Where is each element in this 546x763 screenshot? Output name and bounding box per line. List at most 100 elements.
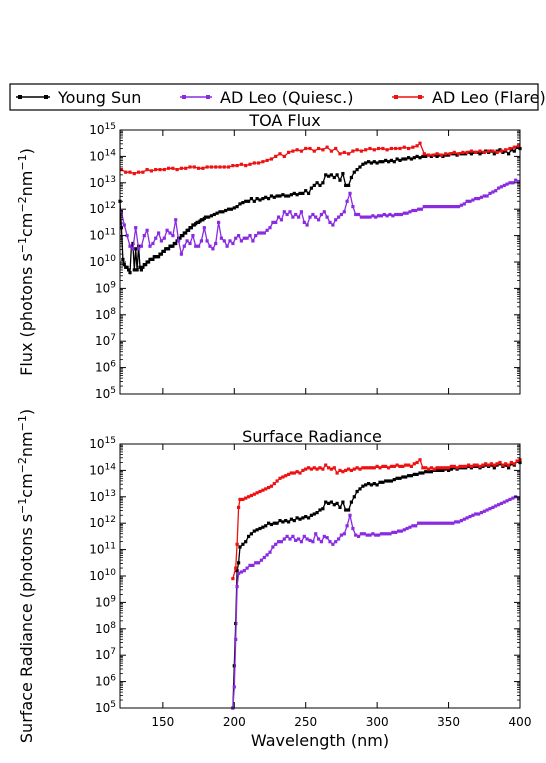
data-point-young-sun [292, 519, 296, 523]
legend-frame [9, 83, 539, 111]
panel-title-toa-flux: TOA Flux [248, 111, 320, 130]
data-point-ad-leo-quiesc [331, 542, 335, 546]
data-point-ad-leo-quiesc [474, 512, 478, 516]
data-point-ad-leo-quiesc [299, 210, 303, 214]
data-point-ad-leo-flare [457, 152, 461, 156]
data-point-ad-leo-quiesc [191, 234, 195, 238]
y-tick-label: 109 [95, 594, 116, 609]
legend-label-ad-leo-quiesc: AD Leo (Quiesc.) [220, 88, 353, 107]
x-tick-label: 250 [294, 715, 317, 729]
y-tick-label: 1014 [89, 462, 116, 477]
data-point-ad-leo-flare [372, 466, 376, 470]
data-point-ad-leo-flare [171, 166, 175, 170]
data-point-young-sun [298, 191, 302, 195]
data-point-ad-leo-flare [427, 467, 431, 471]
data-point-young-sun [364, 161, 368, 165]
plot-area-surface-radiance [231, 458, 522, 710]
data-point-ad-leo-flare [179, 166, 183, 170]
data-point-ad-leo-quiesc [222, 239, 226, 243]
data-point-ad-leo-flare [385, 148, 389, 152]
data-point-young-sun [375, 483, 379, 487]
panel-surface-radiance: Surface Radiance 105 106 107 108 109 1010 1011… [16, 409, 532, 743]
data-point-ad-leo-quiesc [405, 526, 409, 531]
data-point-ad-leo-quiesc [402, 528, 406, 532]
data-point-young-sun [318, 183, 322, 187]
data-point-young-sun [369, 483, 373, 487]
data-point-ad-leo-flare [368, 146, 372, 151]
data-point-ad-leo-flare [244, 164, 248, 168]
data-point-ad-leo-quiesc [405, 211, 409, 215]
data-point-ad-leo-quiesc [434, 521, 438, 525]
data-point-young-sun [215, 211, 219, 215]
data-point-ad-leo-quiesc [379, 532, 383, 536]
data-point-young-sun [241, 201, 245, 205]
data-point-ad-leo-quiesc [277, 215, 281, 219]
data-point-ad-leo-flare [318, 466, 322, 470]
data-point-ad-leo-quiesc [254, 234, 258, 238]
data-point-ad-leo-quiesc [471, 513, 475, 517]
data-point-young-sun [321, 181, 325, 185]
data-point-ad-leo-quiesc [402, 211, 406, 215]
data-point-ad-leo-quiesc [188, 241, 192, 246]
data-point-young-sun [125, 265, 129, 269]
data-point-ad-leo-flare [278, 152, 282, 156]
data-point-ad-leo-flare [158, 168, 162, 172]
data-point-ad-leo-quiesc [251, 239, 255, 243]
data-point-young-sun [132, 268, 136, 272]
data-point-ad-leo-quiesc [497, 186, 501, 190]
data-point-ad-leo-quiesc [385, 214, 389, 218]
data-point-young-sun [349, 500, 353, 504]
data-point-young-sun [272, 521, 276, 525]
data-point-ad-leo-flare [332, 466, 336, 470]
data-point-ad-leo-quiesc [371, 214, 375, 218]
data-point-ad-leo-quiesc [337, 537, 341, 541]
data-point-young-sun [349, 175, 353, 180]
data-point-ad-leo-flare [341, 470, 345, 474]
data-point-young-sun [272, 195, 276, 199]
data-point-young-sun [281, 520, 285, 524]
data-point-young-sun [249, 532, 253, 536]
y-tick-label: 106 [95, 360, 116, 375]
data-point-ad-leo-quiesc [205, 239, 209, 243]
data-point-ad-leo-quiesc [219, 236, 223, 240]
data-point-ad-leo-quiesc [394, 212, 398, 217]
data-point-young-sun [404, 475, 408, 479]
data-point-ad-leo-quiesc [239, 570, 243, 574]
data-point-ad-leo-flare [201, 166, 205, 170]
data-point-ad-leo-flare [222, 165, 226, 169]
data-point-young-sun [404, 157, 408, 161]
data-point-young-sun [122, 263, 126, 267]
data-point-ad-leo-quiesc [359, 532, 363, 536]
data-point-ad-leo-flare [444, 466, 448, 470]
data-point-young-sun [261, 197, 265, 201]
data-point-young-sun [355, 489, 359, 494]
data-point-young-sun [238, 545, 242, 549]
data-point-ad-leo-flare [342, 150, 346, 154]
data-point-ad-leo-flare [231, 577, 235, 581]
data-point-ad-leo-quiesc [208, 244, 212, 248]
data-point-ad-leo-quiesc [282, 210, 286, 214]
data-point-young-sun [372, 160, 376, 164]
data-point-young-sun [301, 516, 305, 520]
data-point-ad-leo-flare [409, 464, 413, 468]
data-point-ad-leo-flare [304, 467, 308, 471]
data-point-ad-leo-flare [275, 479, 279, 483]
data-point-young-sun [378, 480, 382, 484]
data-point-ad-leo-flare [452, 464, 456, 468]
data-point-young-sun [171, 244, 175, 248]
data-point-ad-leo-quiesc [359, 215, 363, 219]
data-point-ad-leo-flare [325, 145, 329, 149]
data-point-ad-leo-flare [389, 464, 393, 468]
data-point-ad-leo-quiesc [414, 208, 418, 213]
data-point-ad-leo-quiesc [282, 537, 286, 541]
data-point-ad-leo-flare [334, 146, 338, 151]
data-point-young-sun [264, 195, 268, 199]
series-line-ad-leo-quiesc [120, 179, 519, 257]
y-tick-label: 1011 [89, 228, 116, 243]
data-point-ad-leo-quiesc [385, 532, 389, 536]
data-point-ad-leo-quiesc [274, 220, 278, 224]
data-point-ad-leo-flare [238, 497, 242, 501]
data-point-ad-leo-flare [244, 496, 248, 500]
data-point-young-sun [241, 542, 245, 546]
data-point-young-sun [264, 524, 268, 528]
